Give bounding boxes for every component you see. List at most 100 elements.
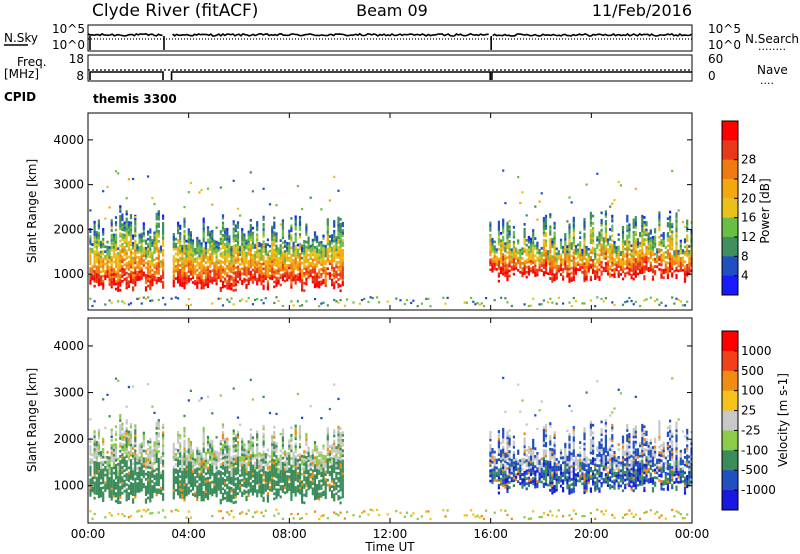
range-gate-cell bbox=[230, 268, 233, 271]
range-gate-cell bbox=[209, 270, 212, 273]
range-gate-cell bbox=[93, 255, 96, 258]
range-gate-cell bbox=[157, 483, 160, 487]
range-gate-cell bbox=[119, 480, 122, 484]
range-gate-cell bbox=[129, 223, 133, 227]
range-gate-cell bbox=[318, 305, 321, 308]
range-gate-cell bbox=[604, 244, 607, 248]
range-gate-cell bbox=[119, 485, 122, 489]
range-gate-cell bbox=[606, 250, 610, 254]
range-gate-cell bbox=[125, 429, 128, 433]
range-gate-cell bbox=[134, 449, 137, 453]
range-gate-cell bbox=[335, 255, 338, 259]
range-gate-cell bbox=[371, 296, 374, 300]
range-gate-cell bbox=[641, 229, 644, 233]
range-gate-cell bbox=[157, 225, 160, 228]
range-gate-cell bbox=[155, 460, 158, 463]
range-gate-cell bbox=[209, 463, 212, 467]
range-gate-cell bbox=[204, 464, 207, 468]
range-gate-cell bbox=[89, 242, 92, 246]
range-gate-cell bbox=[636, 257, 640, 261]
range-gate-cell bbox=[549, 262, 552, 266]
range-gate-cell bbox=[339, 269, 342, 273]
range-gate-cell bbox=[617, 260, 620, 264]
range-gate-cell bbox=[125, 252, 128, 255]
range-gate-cell bbox=[91, 461, 94, 464]
colorbar-swatch bbox=[722, 121, 738, 141]
range-gate-cell bbox=[153, 451, 156, 455]
range-gate-cell bbox=[645, 263, 648, 266]
range-gate-cell bbox=[206, 282, 210, 286]
range-gate-cell bbox=[570, 305, 573, 308]
range-gate-cell bbox=[594, 255, 597, 258]
range-gate-cell bbox=[194, 257, 197, 261]
range-gate-cell bbox=[206, 469, 210, 472]
range-gate-cell bbox=[636, 262, 640, 266]
range-gate-cell bbox=[658, 221, 661, 224]
range-gate-cell bbox=[592, 229, 595, 233]
range-gate-cell bbox=[316, 247, 319, 251]
range-gate-cell bbox=[634, 221, 637, 224]
range-gate-cell bbox=[596, 246, 599, 249]
range-gate-cell bbox=[568, 258, 571, 261]
range-gate-cell bbox=[247, 267, 250, 271]
range-gate-cell bbox=[181, 468, 184, 471]
range-gate-cell bbox=[333, 232, 336, 236]
range-gate-cell bbox=[183, 470, 186, 474]
range-gate-cell bbox=[157, 254, 160, 258]
range-gate-cell bbox=[298, 277, 302, 281]
range-gate-cell bbox=[110, 495, 113, 498]
range-gate-cell bbox=[527, 265, 530, 269]
range-gate-cell bbox=[134, 216, 137, 219]
range-gate-cell bbox=[339, 245, 342, 248]
range-gate-cell bbox=[228, 481, 231, 484]
range-gate-cell bbox=[628, 225, 631, 229]
range-gate-cell bbox=[132, 488, 135, 491]
range-gate-cell bbox=[506, 244, 509, 247]
range-gate-cell bbox=[93, 275, 96, 278]
range-gate-cell bbox=[649, 263, 652, 267]
range-gate-cell bbox=[570, 201, 573, 204]
range-gate-cell bbox=[121, 218, 124, 222]
range-gate-cell bbox=[283, 274, 287, 278]
range-gate-cell bbox=[119, 431, 122, 435]
range-gate-cell bbox=[204, 485, 207, 488]
range-gate-cell bbox=[527, 250, 530, 254]
range-gate-cell bbox=[93, 486, 96, 490]
range-gate-cell bbox=[508, 235, 511, 238]
range-gate-cell bbox=[194, 491, 197, 495]
range-gate-cell bbox=[162, 423, 165, 427]
range-gate-cell bbox=[322, 269, 325, 272]
range-gate-cell bbox=[97, 433, 100, 437]
range-gate-cell bbox=[153, 275, 156, 279]
range-gate-cell bbox=[209, 265, 212, 268]
range-gate-cell bbox=[260, 245, 263, 249]
range-gate-cell bbox=[217, 477, 220, 481]
range-gate-cell bbox=[688, 252, 691, 256]
range-gate-cell bbox=[127, 479, 130, 483]
range-gate-cell bbox=[275, 269, 278, 272]
range-gate-cell bbox=[108, 484, 111, 488]
range-gate-cell bbox=[333, 225, 336, 228]
range-gate-cell bbox=[585, 248, 588, 252]
range-gate-cell bbox=[95, 255, 98, 259]
range-gate-cell bbox=[221, 221, 225, 225]
range-gate-cell bbox=[241, 240, 244, 244]
range-gate-cell bbox=[93, 233, 96, 236]
range-gate-cell bbox=[547, 259, 550, 263]
range-gate-cell bbox=[181, 252, 184, 255]
range-gate-cell bbox=[211, 460, 214, 463]
range-gate-cell bbox=[555, 262, 558, 265]
range-gate-cell bbox=[185, 483, 188, 487]
range-gate-cell bbox=[119, 426, 122, 430]
range-gate-cell bbox=[651, 250, 655, 254]
range-gate-cell bbox=[211, 457, 214, 461]
range-gate-cell bbox=[493, 299, 496, 302]
range-gate-cell bbox=[617, 257, 620, 261]
range-gate-cell bbox=[583, 262, 586, 265]
range-gate-cell bbox=[112, 255, 115, 259]
range-gate-cell bbox=[125, 276, 128, 280]
range-gate-cell bbox=[245, 273, 248, 277]
range-gate-cell bbox=[311, 241, 314, 244]
range-gate-cell bbox=[198, 457, 201, 461]
